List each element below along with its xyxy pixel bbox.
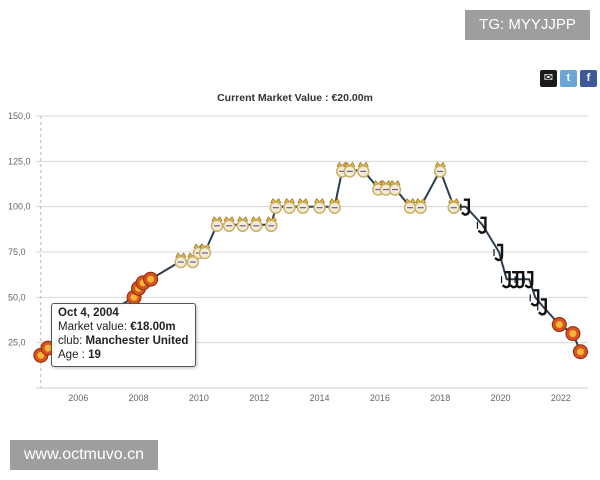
- data-point[interactable]: [283, 198, 296, 214]
- grid: [36, 115, 588, 388]
- y-axis: 25,0 50,0 75,0 100,0 125,0 150,0: [8, 111, 31, 348]
- twitter-icon: t: [566, 72, 571, 84]
- data-point[interactable]: [565, 326, 581, 342]
- data-point[interactable]: [265, 216, 278, 233]
- data-point[interactable]: [210, 216, 224, 233]
- tooltip-age-row: Age : 19: [58, 349, 101, 361]
- y-tick-label: 100,0: [8, 202, 31, 212]
- data-point[interactable]: [143, 271, 159, 287]
- x-axis: 2006 2008 2010 2012 2014 2016 2018 2020 2022: [36, 387, 588, 403]
- y-tick-label: 25,0: [8, 338, 26, 348]
- x-tick-label: 2016: [370, 393, 390, 403]
- x-tick-label: 2008: [129, 393, 149, 403]
- x-tick-label: 2022: [551, 393, 571, 403]
- data-point[interactable]: [313, 198, 326, 214]
- email-share-button[interactable]: ✉: [540, 70, 557, 87]
- tooltip-club-row: club: Manchester United: [58, 335, 189, 347]
- chart-title: Current Market Value : €20.00m: [217, 92, 373, 104]
- y-tick-label: 50,0: [8, 292, 26, 302]
- data-point[interactable]: [222, 216, 236, 233]
- email-icon: ✉: [543, 72, 554, 84]
- x-tick-label: 2020: [491, 393, 511, 403]
- x-tick-label: 2006: [68, 393, 88, 403]
- y-tick-label: 150,0: [8, 111, 31, 121]
- data-point[interactable]: [537, 298, 547, 316]
- tooltip-date: Oct 4, 2004: [58, 307, 119, 319]
- data-point[interactable]: [357, 161, 370, 178]
- x-tick-label: 2018: [430, 393, 450, 403]
- data-point[interactable]: [174, 252, 188, 269]
- data-point[interactable]: [236, 216, 249, 233]
- x-tick-label: 2010: [189, 393, 209, 403]
- data-point[interactable]: [269, 198, 283, 214]
- data-point[interactable]: [343, 161, 356, 178]
- tooltip: Oct 4, 2004 Market value: €18.00m club: …: [51, 303, 196, 367]
- data-markers[interactable]: [33, 161, 588, 363]
- data-point[interactable]: [447, 198, 461, 214]
- data-point[interactable]: [414, 198, 427, 214]
- data-point[interactable]: [514, 271, 525, 289]
- x-tick-label: 2014: [310, 393, 330, 403]
- watermark-top: TG: MYYJJPP: [465, 10, 590, 40]
- data-point[interactable]: [572, 344, 588, 360]
- data-point[interactable]: [460, 198, 471, 216]
- data-point[interactable]: [523, 271, 534, 289]
- x-tick-label: 2012: [249, 393, 269, 403]
- data-point[interactable]: [433, 161, 447, 178]
- data-point[interactable]: [388, 180, 402, 196]
- data-point[interactable]: [328, 198, 341, 214]
- watermark-bottom: www.octmuvo.cn: [10, 440, 158, 470]
- facebook-icon: f: [586, 72, 591, 84]
- twitter-share-button[interactable]: t: [560, 70, 577, 87]
- data-point[interactable]: [500, 271, 511, 289]
- data-point[interactable]: [493, 243, 504, 262]
- tooltip-value-row: Market value: €18.00m: [58, 321, 176, 333]
- data-point[interactable]: [198, 243, 212, 260]
- y-tick-label: 75,0: [8, 247, 26, 257]
- data-point[interactable]: [476, 216, 487, 235]
- data-point[interactable]: [551, 317, 567, 333]
- data-point[interactable]: [296, 198, 310, 214]
- y-tick-label: 125,0: [8, 156, 31, 166]
- data-point[interactable]: [249, 216, 263, 233]
- data-point[interactable]: [403, 198, 417, 214]
- facebook-share-button[interactable]: f: [580, 70, 597, 87]
